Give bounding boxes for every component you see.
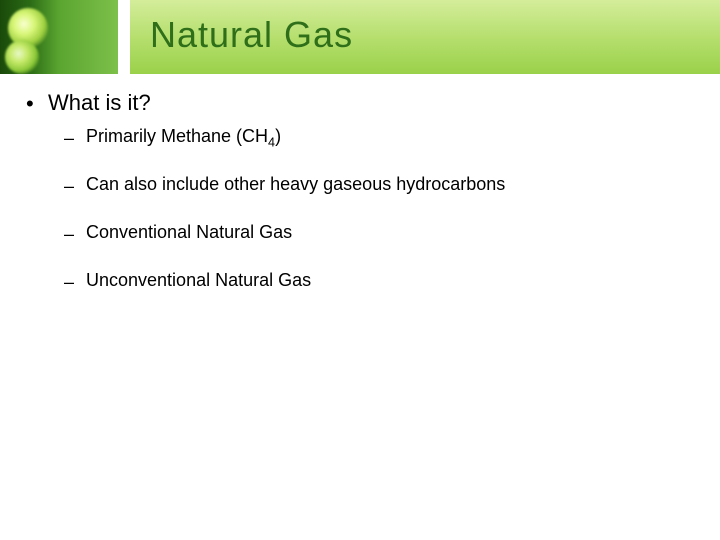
- lightbulb-icon: [5, 40, 39, 74]
- bullet-text: What is it?: [48, 90, 151, 116]
- dash-glyph: –: [64, 270, 86, 294]
- text-fragment: Primarily Methane (CH: [86, 126, 268, 146]
- bullet-level2: – Conventional Natural Gas: [64, 222, 694, 246]
- dash-glyph: –: [64, 222, 86, 246]
- text-fragment: ): [275, 126, 281, 146]
- slide-body: • What is it? – Primarily Methane (CH4) …: [26, 90, 694, 318]
- slide-title: Natural Gas: [150, 14, 353, 56]
- bullet-level1: • What is it?: [26, 90, 694, 118]
- subscript: 4: [268, 136, 275, 150]
- bullet-text: Unconventional Natural Gas: [86, 270, 311, 291]
- dash-glyph: –: [64, 126, 86, 150]
- bullet-level2: – Can also include other heavy gaseous h…: [64, 174, 694, 198]
- bullet-level2: – Unconventional Natural Gas: [64, 270, 694, 294]
- dash-glyph: –: [64, 174, 86, 198]
- bullet-glyph: •: [26, 90, 48, 118]
- slide: Natural Gas • What is it? – Primarily Me…: [0, 0, 720, 540]
- bullet-text: Conventional Natural Gas: [86, 222, 292, 243]
- header-photo: [0, 0, 118, 74]
- bullet-text: Primarily Methane (CH4): [86, 126, 281, 147]
- header-divider: [118, 0, 130, 74]
- bullet-level2: – Primarily Methane (CH4): [64, 126, 694, 150]
- bullet-text: Can also include other heavy gaseous hyd…: [86, 174, 505, 195]
